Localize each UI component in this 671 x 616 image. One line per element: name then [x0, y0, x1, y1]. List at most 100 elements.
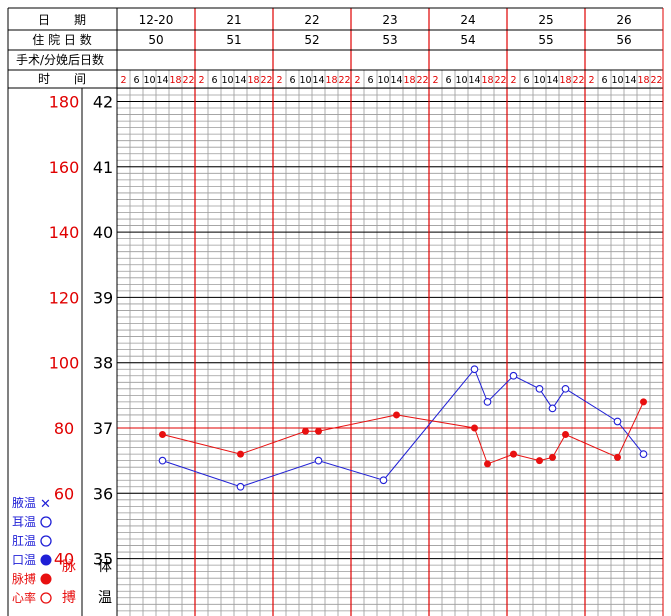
time-tick-label: 14	[546, 75, 558, 86]
time-tick-label: 18	[481, 75, 493, 86]
legend-ear: 耳温	[12, 515, 36, 529]
time-tick-label: 2	[198, 75, 204, 86]
temp-col-label-2: 温	[98, 590, 112, 606]
hospital-day-cell: 53	[382, 33, 397, 47]
legend-axillary-mark: ✕	[40, 497, 51, 512]
axis-labels: 42 41 40 39 38 37 36 35 180 160 140 120 100 80 60 40	[49, 93, 113, 569]
temp-tick-label: 40	[93, 223, 113, 242]
pulse-point	[536, 457, 543, 465]
pulse-tick-label: 60	[54, 484, 74, 503]
date-cell: 21	[226, 13, 241, 27]
pulse-col-label-1: 脉	[62, 559, 76, 575]
pulse-tick-label: 160	[49, 158, 80, 177]
legend-pulse: 脉搏	[12, 571, 36, 586]
time-tick-label: 6	[445, 75, 451, 86]
post-op-label: 手术/分娩后日数	[16, 52, 104, 67]
pulse-tick-label: 120	[49, 288, 80, 307]
legend-oral: 口温	[12, 553, 36, 567]
temp-tick-label: 39	[93, 288, 113, 307]
time-tick-label: 18	[169, 75, 181, 86]
time-tick-label: 6	[523, 75, 529, 86]
legend: 腋温 ✕ 耳温 肛温 口温 脉搏 心率	[12, 495, 52, 605]
time-tick-label: 10	[611, 75, 623, 86]
temperature-point	[470, 365, 479, 374]
time-tick-label: 22	[260, 75, 272, 86]
date-label: 日 期	[38, 13, 86, 27]
temp-tick-label: 37	[93, 419, 113, 438]
chart-grid	[117, 8, 663, 616]
time-tick-label: 18	[247, 75, 259, 86]
hospital-day-cell: 54	[460, 33, 475, 47]
time-tick-label: 2	[276, 75, 282, 86]
time-tick-label: 14	[468, 75, 480, 86]
time-tick-label: 10	[455, 75, 467, 86]
temperature-point	[236, 482, 245, 491]
temp-tick-label: 35	[93, 550, 113, 569]
pulse-point	[549, 453, 556, 461]
pulse-tick-label: 140	[49, 223, 80, 242]
pulse-point	[302, 427, 309, 435]
temperature-point	[548, 404, 557, 413]
pulse-point	[315, 427, 322, 435]
time-tick-label: 22	[182, 75, 194, 86]
hospital-day-cell: 55	[538, 33, 553, 47]
time-tick-label: 22	[416, 75, 428, 86]
hospital-day-cell: 50	[148, 33, 163, 47]
time-tick-label: 22	[494, 75, 506, 86]
pulse-point	[393, 411, 400, 419]
time-tick-label: 6	[601, 75, 607, 86]
time-tick-label: 10	[533, 75, 545, 86]
temperature-point	[561, 384, 570, 393]
time-tick-label: 14	[624, 75, 636, 86]
temperature-point	[535, 384, 544, 393]
pulse-tick-label: 40	[54, 550, 74, 569]
time-tick-label: 10	[143, 75, 155, 86]
temperature-point	[379, 476, 388, 485]
time-tick-label: 2	[354, 75, 360, 86]
time-tick-label: 18	[325, 75, 337, 86]
temp-tick-label: 36	[93, 484, 113, 503]
time-tick-label: 22	[338, 75, 350, 86]
time-tick-label: 6	[211, 75, 217, 86]
date-cell: 22	[304, 13, 319, 27]
legend-heart-rate: 心率	[12, 590, 36, 605]
legend-rectal: 肛温	[12, 534, 36, 548]
time-tick-label: 2	[432, 75, 438, 86]
date-cell: 12-20	[139, 13, 174, 27]
hospital-day-cell: 51	[226, 33, 241, 47]
pulse-tick-label: 180	[49, 93, 80, 112]
legend-rectal-mark	[40, 535, 52, 547]
legend-pulse-mark	[40, 573, 52, 585]
temp-tick-label: 38	[93, 354, 113, 373]
temp-col-label-1: 体	[98, 559, 112, 575]
time-tick-label: 10	[221, 75, 233, 86]
legend-heart-rate-mark	[40, 592, 52, 604]
temperature-point	[509, 371, 518, 380]
temp-tick-label: 41	[93, 158, 113, 177]
time-tick-label: 10	[377, 75, 389, 86]
time-tick-label: 18	[403, 75, 415, 86]
pulse-point	[471, 424, 478, 432]
date-cell: 26	[616, 13, 631, 27]
pulse-point	[510, 450, 517, 458]
pulse-point	[484, 460, 491, 468]
pulse-point	[237, 450, 244, 458]
time-tick-label: 2	[588, 75, 594, 86]
date-cell: 23	[382, 13, 397, 27]
hospital-days-label: 住 院 日 数	[32, 32, 91, 47]
hospital-day-cell: 52	[304, 33, 319, 47]
time-tick-label: 14	[156, 75, 168, 86]
time-tick-label: 14	[312, 75, 324, 86]
pulse-point	[562, 431, 569, 439]
time-label: 时 间	[38, 72, 86, 86]
temperature-point	[639, 450, 648, 458]
time-tick-label: 6	[133, 75, 139, 86]
temperature-line	[162, 368, 644, 488]
pulse-point	[640, 398, 647, 406]
time-tick-label: 6	[289, 75, 295, 86]
temperature-point	[613, 417, 622, 426]
legend-oral-mark	[40, 554, 52, 566]
temperature-point	[483, 398, 492, 406]
time-tick-label: 14	[390, 75, 402, 86]
